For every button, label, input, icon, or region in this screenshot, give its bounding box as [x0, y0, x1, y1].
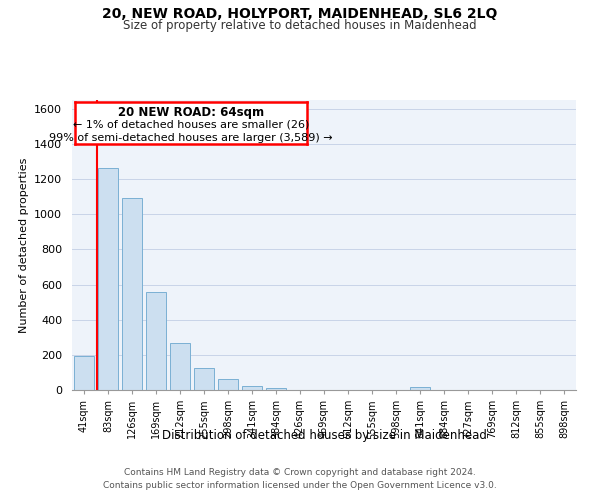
Bar: [146, 292, 166, 390]
Bar: [266, 388, 286, 390]
Text: Distribution of detached houses by size in Maidenhead: Distribution of detached houses by size …: [161, 428, 487, 442]
Bar: [218, 380, 238, 390]
Text: ← 1% of detached houses are smaller (26): ← 1% of detached houses are smaller (26): [73, 120, 309, 130]
Bar: [410, 388, 430, 390]
Y-axis label: Number of detached properties: Number of detached properties: [19, 158, 29, 332]
Text: Size of property relative to detached houses in Maidenhead: Size of property relative to detached ho…: [123, 18, 477, 32]
Bar: [98, 168, 118, 390]
Bar: [170, 344, 190, 390]
Text: Contains public sector information licensed under the Open Government Licence v3: Contains public sector information licen…: [103, 482, 497, 490]
Text: 99% of semi-detached houses are larger (3,589) →: 99% of semi-detached houses are larger (…: [49, 132, 333, 142]
Text: Contains HM Land Registry data © Crown copyright and database right 2024.: Contains HM Land Registry data © Crown c…: [124, 468, 476, 477]
Text: 20 NEW ROAD: 64sqm: 20 NEW ROAD: 64sqm: [118, 106, 264, 119]
Bar: [242, 386, 262, 390]
Bar: [194, 368, 214, 390]
Text: 20, NEW ROAD, HOLYPORT, MAIDENHEAD, SL6 2LQ: 20, NEW ROAD, HOLYPORT, MAIDENHEAD, SL6 …: [103, 8, 497, 22]
Bar: [74, 356, 94, 390]
Bar: [122, 198, 142, 390]
